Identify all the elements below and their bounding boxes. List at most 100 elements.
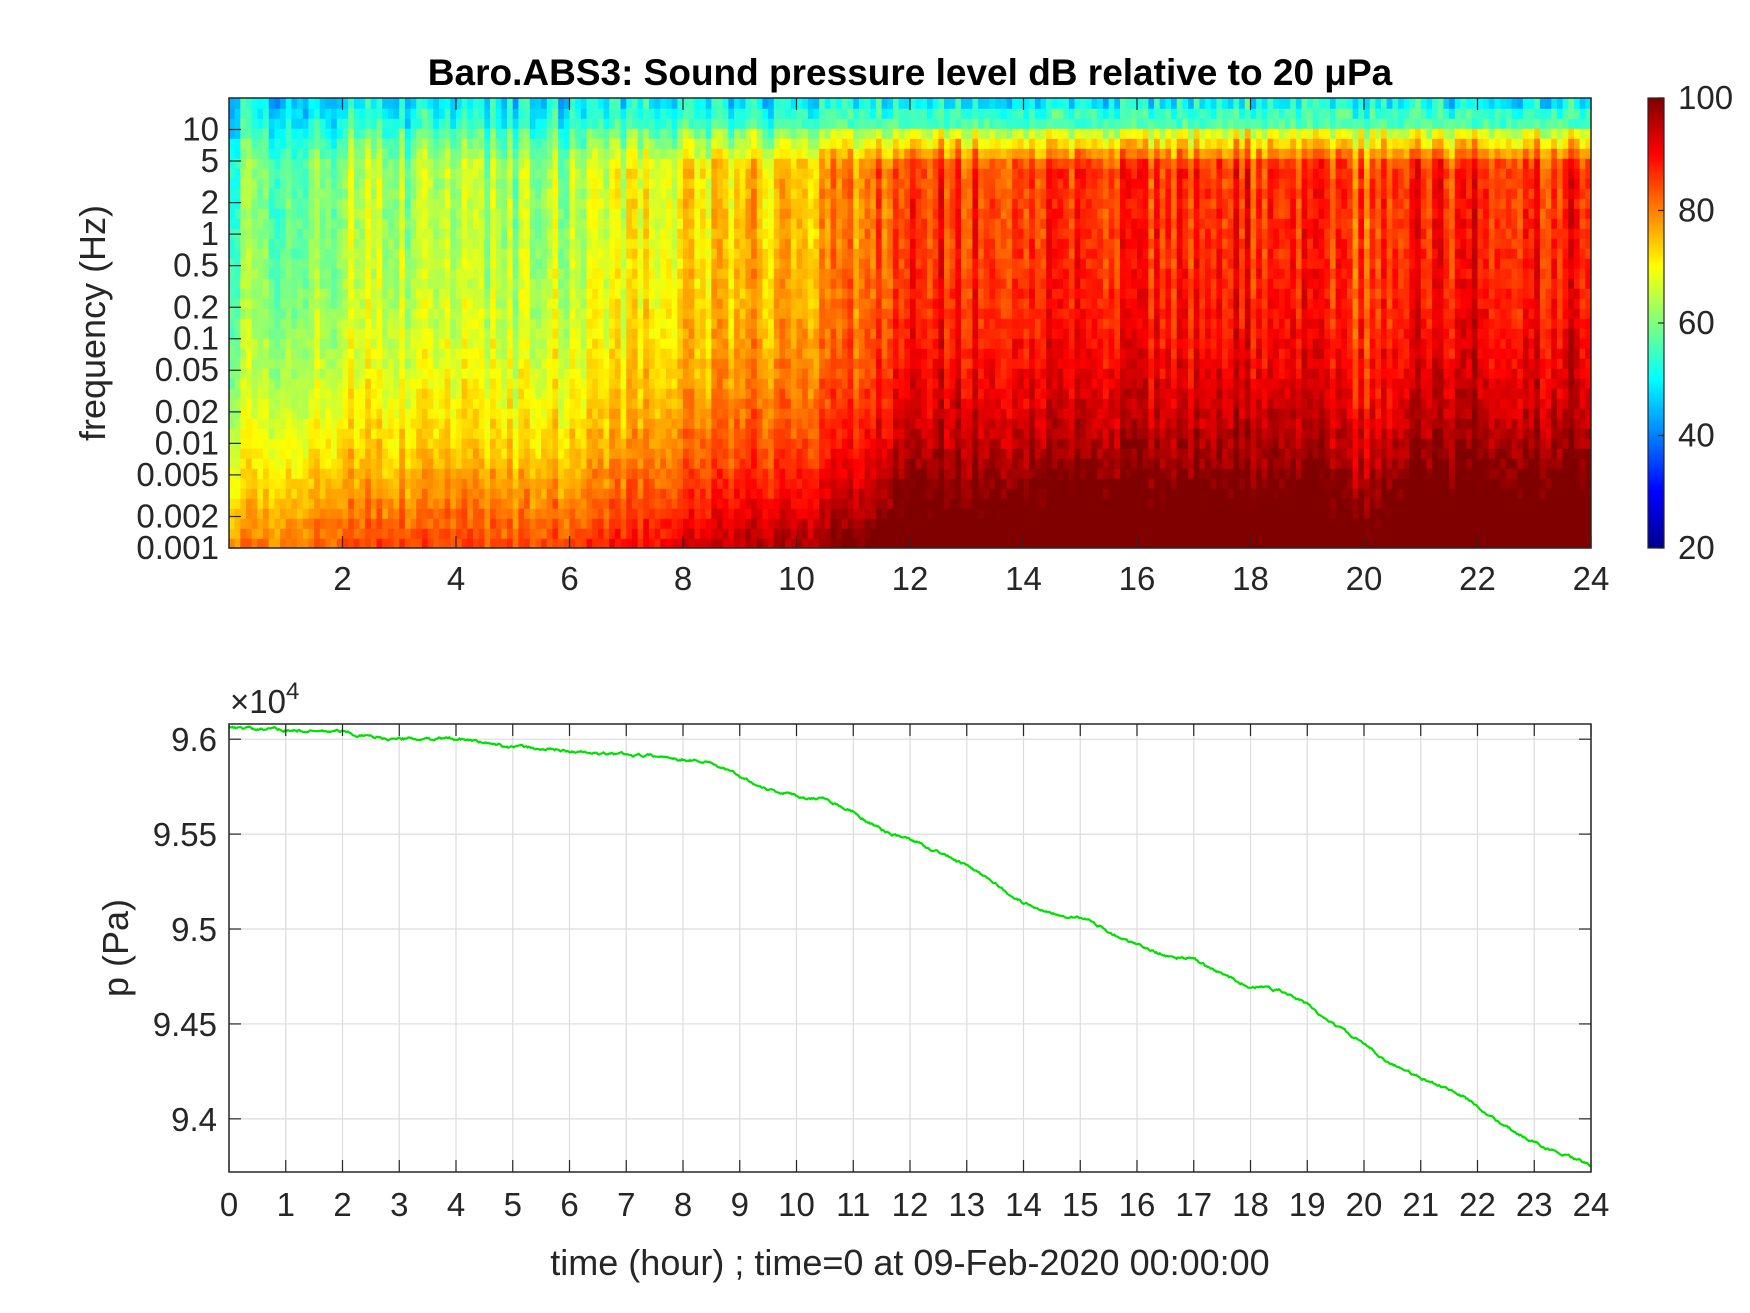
spectrogram-cell [438, 508, 446, 519]
spectrogram-cell [807, 338, 815, 349]
spectrogram-cell [416, 188, 423, 199]
spectrogram-cell [263, 498, 270, 509]
spectrogram-cell [773, 398, 781, 409]
spectrogram-cell [631, 418, 639, 429]
spectrogram-cell [518, 438, 525, 449]
spectrogram-cell [813, 98, 820, 109]
spectrogram-cell [229, 358, 236, 369]
spectrogram-cell [609, 318, 616, 329]
spectrogram-cell [762, 408, 769, 419]
spectrogram-cell [507, 378, 514, 389]
spectrogram-cell [790, 198, 798, 209]
spectrogram-cell [637, 348, 645, 359]
spectrogram-cell [342, 288, 349, 299]
spectrogram-cell [382, 368, 389, 379]
spectrogram-cell [484, 448, 491, 459]
spectrogram-cell [382, 208, 389, 219]
spectrogram-cell [745, 418, 752, 429]
spectrogram-cell [353, 438, 361, 449]
spectrogram-cell [586, 178, 593, 189]
spectrogram-cell [399, 488, 406, 499]
spectrogram-cell [291, 278, 298, 289]
spectrogram-cell [717, 278, 724, 289]
spectrogram-cell [762, 378, 769, 389]
spectrogram-cell [325, 438, 332, 449]
spectrogram-cell [773, 368, 781, 379]
spectrogram-cell [274, 338, 281, 349]
spectrogram-cell [688, 258, 696, 269]
spectrogram-cell [575, 468, 582, 479]
spectrogram-cell [637, 428, 645, 439]
spectrogram-cell [529, 138, 537, 149]
spectrogram-cell [807, 288, 815, 299]
spectrogram-cell [229, 178, 236, 189]
spectrogram-cell [841, 228, 849, 239]
spectrogram-cell [427, 328, 435, 339]
spectrogram-cell [331, 528, 338, 539]
spectrogram-cell [711, 128, 718, 139]
spectrogram-cell [603, 408, 611, 419]
spectrogram-cell [807, 98, 815, 109]
spectrogram-cell [280, 488, 287, 499]
spectrogram-cell [478, 218, 486, 229]
spectrogram-cell [558, 128, 565, 139]
spectrogram-cell [336, 448, 344, 459]
spectrogram-cell [456, 508, 463, 519]
spectrogram-cell [524, 368, 531, 379]
spectrogram-cell [779, 428, 786, 439]
spectrogram-cell [399, 168, 406, 179]
spectrogram-cell [512, 418, 520, 429]
spectrogram-cell [234, 178, 242, 189]
spectrogram-cell [495, 318, 503, 329]
spectrogram-cell [336, 278, 344, 289]
spectrogram-cell [660, 138, 667, 149]
spectrogram-cell [592, 308, 599, 319]
spectrogram-cell [353, 188, 361, 199]
spectrogram-cell [626, 288, 633, 299]
spectrogram-cell [314, 158, 321, 169]
spectrogram-cell [847, 378, 855, 389]
spectrogram-cell [705, 498, 713, 509]
spectrogram-cell [637, 528, 645, 539]
spectrogram-cell [626, 478, 633, 489]
spectrogram-cell [648, 298, 656, 309]
spectrogram-cell [285, 368, 293, 379]
spectrogram-cell [643, 298, 650, 309]
spectrogram-cell [643, 198, 650, 209]
spectrogram-cell [404, 148, 412, 159]
spectrogram-cell [399, 518, 406, 529]
spectrogram-cell [348, 438, 355, 449]
spectrogram-cell [387, 98, 395, 109]
spectrogram-cell [353, 128, 361, 139]
spectrogram-cell [376, 478, 384, 489]
spectrogram-cell [421, 228, 429, 239]
spectrogram-cell [365, 138, 372, 149]
spectrogram-cell [229, 198, 236, 209]
spectrogram-cell [387, 238, 395, 249]
spectrogram-cell [711, 148, 718, 159]
spectrogram-cell [790, 318, 798, 329]
spectrogram-cell [268, 198, 276, 209]
spectrogram-cell [745, 168, 752, 179]
spectrogram-cell [853, 258, 860, 269]
spectrogram-cell [297, 298, 304, 309]
spectrogram-cell [473, 298, 480, 309]
spectrogram-cell [558, 148, 565, 159]
spectrogram-cell [688, 328, 696, 339]
spectrogram-cell [257, 488, 264, 499]
spectrogram-cell [802, 318, 809, 329]
spectrogram-cell [234, 418, 242, 429]
spectrogram-cell [819, 188, 826, 199]
spectrogram-cell [734, 438, 741, 449]
spectrogram-cell [478, 118, 486, 129]
spectrogram-cell [291, 268, 298, 279]
spectrogram-cell [648, 308, 656, 319]
spectrogram-cell [660, 308, 667, 319]
spectrogram-cell [563, 128, 571, 139]
spectrogram-cell [847, 288, 855, 299]
spectrogram-cell [246, 178, 253, 189]
spectrogram-cell [683, 398, 690, 409]
spectrogram-cell [841, 408, 849, 419]
spectrogram-cell [285, 318, 293, 329]
spectrogram-cell [541, 208, 548, 219]
